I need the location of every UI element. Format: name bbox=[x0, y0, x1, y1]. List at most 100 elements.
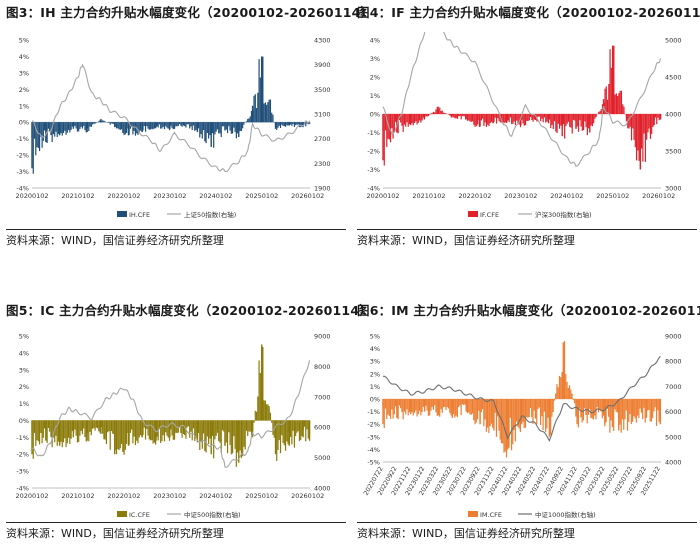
bar bbox=[484, 114, 486, 123]
bar bbox=[426, 114, 428, 117]
bar bbox=[431, 112, 433, 114]
bar bbox=[253, 95, 255, 123]
bar-peak bbox=[224, 122, 226, 131]
bar bbox=[149, 122, 152, 130]
bar bbox=[416, 399, 418, 417]
bar bbox=[449, 114, 451, 116]
bar bbox=[595, 399, 597, 420]
bar bbox=[487, 114, 489, 125]
bar bbox=[199, 420, 201, 451]
bar bbox=[104, 420, 106, 440]
bar bbox=[405, 399, 407, 415]
right-tick-label: 3500 bbox=[665, 148, 682, 156]
bar bbox=[494, 114, 496, 118]
bar bbox=[32, 420, 34, 459]
bar bbox=[160, 420, 162, 444]
bar bbox=[480, 114, 483, 121]
bar bbox=[293, 420, 296, 448]
bar bbox=[405, 114, 407, 127]
bar bbox=[420, 114, 422, 123]
bar bbox=[413, 114, 416, 124]
divider bbox=[6, 229, 346, 230]
x-tick-label: 20220102 bbox=[107, 192, 140, 200]
bar bbox=[513, 399, 515, 431]
bar bbox=[257, 396, 259, 421]
legend-label: 上证50指数(右轴) bbox=[184, 210, 236, 219]
bar bbox=[507, 114, 509, 121]
bar bbox=[553, 114, 556, 122]
bar-peak bbox=[238, 122, 240, 138]
bar bbox=[71, 420, 73, 432]
legend-label: IC.CFE bbox=[129, 511, 150, 519]
bar-peak bbox=[396, 399, 398, 418]
bar bbox=[144, 420, 147, 440]
bar bbox=[187, 420, 190, 427]
legend-swatch-bar bbox=[468, 211, 478, 217]
left-tick-label: 5% bbox=[19, 37, 29, 45]
left-tick-label: 0% bbox=[19, 119, 29, 127]
bar bbox=[550, 114, 552, 129]
x-tick-label: 20240102 bbox=[199, 492, 232, 500]
bar bbox=[523, 399, 525, 429]
bar bbox=[204, 420, 206, 451]
bar bbox=[195, 122, 197, 131]
bar bbox=[543, 399, 545, 412]
bar bbox=[397, 399, 399, 420]
bar-peak bbox=[224, 420, 226, 446]
bar bbox=[602, 399, 605, 416]
bar bbox=[98, 420, 100, 432]
left-tick-label: 2% bbox=[370, 370, 380, 378]
bar bbox=[201, 122, 203, 139]
bar bbox=[657, 114, 659, 118]
left-tick-label: -4% bbox=[16, 185, 29, 193]
bar bbox=[513, 114, 515, 122]
bar bbox=[600, 399, 602, 412]
bar bbox=[133, 420, 135, 437]
bar bbox=[108, 420, 110, 432]
bar bbox=[233, 420, 235, 437]
bar bbox=[172, 420, 174, 440]
bar bbox=[301, 122, 303, 127]
bar bbox=[266, 404, 268, 421]
bar bbox=[434, 112, 436, 114]
x-tick-label: 20240102 bbox=[550, 192, 583, 200]
left-tick-label: -1% bbox=[16, 434, 29, 442]
bar bbox=[120, 122, 123, 130]
index-line bbox=[31, 360, 311, 468]
bar bbox=[206, 122, 208, 134]
bar bbox=[277, 122, 279, 128]
bar bbox=[644, 399, 646, 423]
bar bbox=[240, 420, 243, 458]
bar bbox=[522, 399, 524, 422]
bar bbox=[190, 420, 192, 432]
bar bbox=[142, 122, 144, 131]
bar-series bbox=[382, 45, 662, 170]
bar-peak bbox=[659, 114, 662, 120]
right-tick-label: 5000 bbox=[314, 454, 331, 462]
bar bbox=[33, 122, 36, 139]
bar bbox=[197, 122, 200, 129]
bar bbox=[651, 114, 653, 135]
bar bbox=[202, 420, 205, 434]
bar bbox=[595, 114, 597, 117]
legend-label: 中证1000指数(右轴) bbox=[535, 510, 596, 519]
bar bbox=[454, 399, 456, 418]
bar bbox=[635, 114, 638, 161]
bar bbox=[628, 114, 630, 129]
bar bbox=[218, 122, 220, 134]
bar bbox=[656, 114, 658, 125]
bar bbox=[186, 420, 188, 428]
bar bbox=[411, 114, 413, 124]
bar bbox=[247, 118, 249, 123]
figure-title: 图6：IM 主力合约升贴水幅度变化（20200102-20260114） bbox=[357, 303, 700, 318]
bar-peak bbox=[210, 122, 212, 147]
bar bbox=[94, 420, 96, 431]
bar bbox=[268, 99, 270, 123]
bar bbox=[454, 114, 456, 119]
bar bbox=[639, 399, 641, 409]
bar bbox=[95, 420, 97, 428]
bar bbox=[571, 114, 573, 134]
bar bbox=[75, 420, 77, 436]
bar bbox=[489, 114, 491, 124]
bar bbox=[295, 122, 297, 126]
